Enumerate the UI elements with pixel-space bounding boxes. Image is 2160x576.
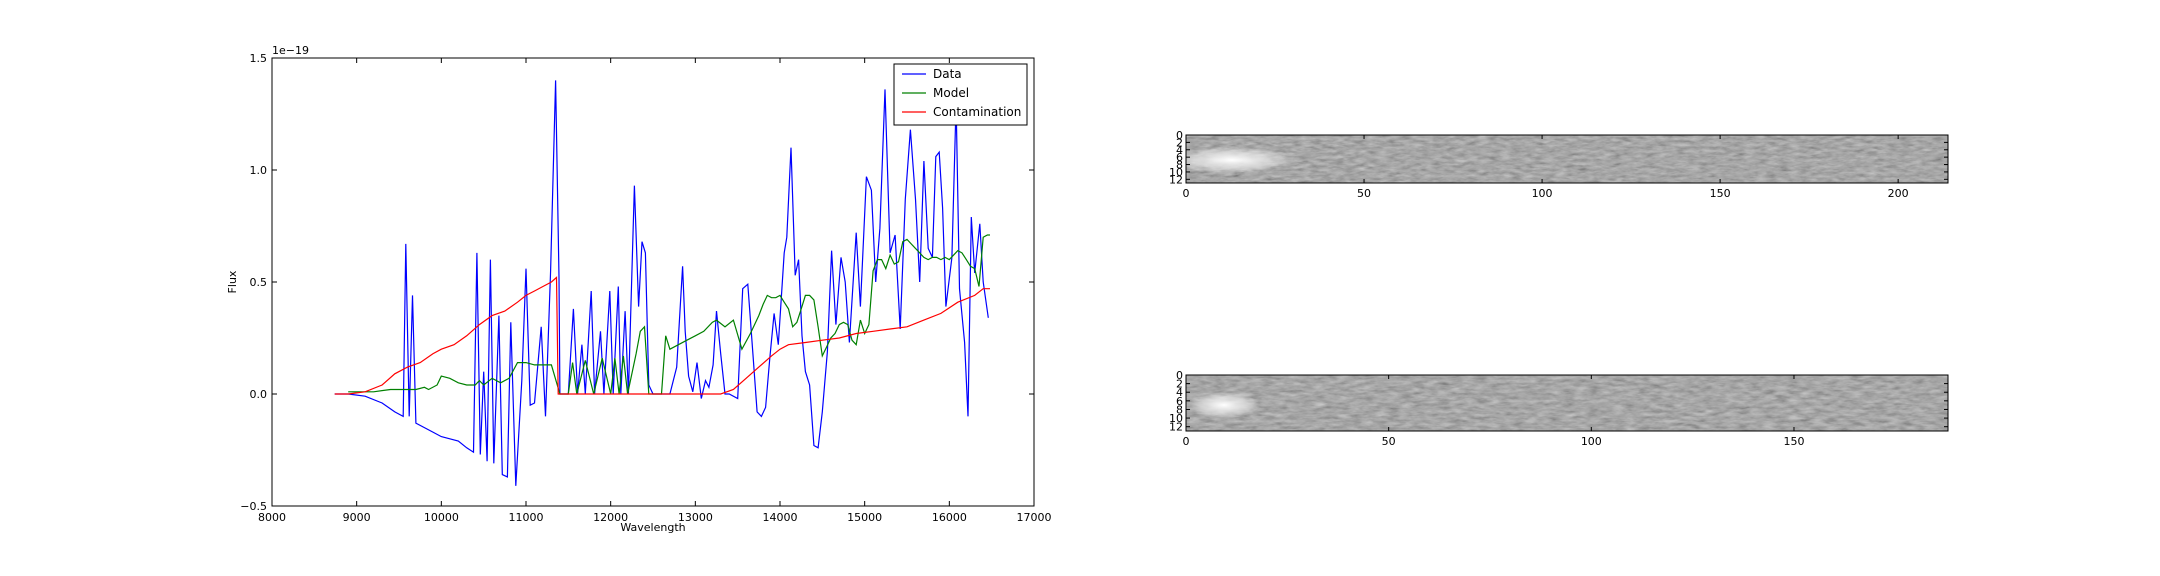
offset-text: 1e−19 (272, 44, 309, 57)
x-tick-label: 11000 (509, 511, 544, 524)
y-tick-label: 1.0 (250, 164, 268, 177)
series-line-data (334, 80, 989, 486)
x-tick-label: 17000 (1017, 511, 1052, 524)
y-tick-label: 12 (1169, 421, 1183, 434)
series-layer (334, 80, 990, 486)
y-tick-label: 10 (1169, 412, 1183, 425)
x-tick-label: 12000 (593, 511, 628, 524)
x-tick-label: 0 (1183, 435, 1190, 448)
legend-label-data: Data (933, 67, 962, 81)
y-axis-ticks: −0.5 0.0 0.5 1.0 1.5 (240, 52, 1034, 513)
x-tick-label: 16000 (932, 511, 967, 524)
image-frame (1185, 134, 1949, 184)
series-line-contamination (334, 276, 990, 395)
legend-label-model: Model (933, 86, 969, 100)
image-top-x-ticks: 0 50 100 150 200 (1183, 135, 1909, 200)
bright-trace (1188, 392, 1260, 418)
legend: Data Model Contamination (893, 63, 1028, 126)
y-tick-label: 0 (1176, 369, 1183, 382)
x-tick-label: 15000 (847, 511, 882, 524)
x-tick-label: 0 (1183, 187, 1190, 200)
x-tick-label: 9000 (343, 511, 371, 524)
y-tick-label: 2 (1176, 136, 1183, 149)
x-axis-label: Wavelength (620, 521, 685, 534)
x-tick-label: 8000 (258, 511, 286, 524)
image-noise (1186, 135, 1948, 183)
y-tick-label: 0.5 (250, 276, 268, 289)
y-tick-label: 12 (1169, 173, 1183, 186)
x-tick-label: 14000 (763, 511, 798, 524)
y-tick-label: 8 (1176, 159, 1183, 172)
image-bottom-x-ticks: 0 50 100 150 (1183, 375, 1804, 448)
y-tick-label: 0.0 (250, 388, 268, 401)
y-tick-label: 1.5 (250, 52, 268, 65)
x-tick-label: 50 (1357, 187, 1371, 200)
y-tick-label: 2 (1176, 378, 1183, 391)
x-tick-label: 200 (1888, 187, 1909, 200)
x-tick-label: 100 (1581, 435, 1602, 448)
bright-trace (1170, 147, 1294, 173)
y-tick-label: 8 (1176, 403, 1183, 416)
x-tick-label: 150 (1710, 187, 1731, 200)
series-line-model (348, 234, 990, 395)
x-tick-label: 50 (1382, 435, 1396, 448)
y-axis-label: Flux (226, 270, 239, 293)
legend-label-contamination: Contamination (933, 105, 1021, 119)
y-tick-label: 4 (1176, 386, 1183, 399)
x-tick-label: 10000 (424, 511, 459, 524)
x-axis-ticks: 8000 9000 10000 11000 12000 13000 14000 15000 16… (258, 58, 1052, 524)
y-tick-label: 10 (1169, 166, 1183, 179)
plot-background (272, 58, 1034, 506)
y-tick-label: 6 (1176, 151, 1183, 164)
x-tick-label: 13000 (678, 511, 713, 524)
x-tick-label: 100 (1532, 187, 1553, 200)
y-tick-label: 4 (1176, 144, 1183, 157)
image-noise (1186, 375, 1948, 431)
y-tick-label: −0.5 (240, 500, 267, 513)
spectrum-chart: 8000 9000 10000 11000 12000 13000 14000 15000 16… (226, 44, 1052, 534)
x-tick-label: 150 (1783, 435, 1804, 448)
y-tick-label: 6 (1176, 395, 1183, 408)
image-frame (1185, 374, 1949, 432)
y-tick-label: 0 (1176, 129, 1183, 142)
